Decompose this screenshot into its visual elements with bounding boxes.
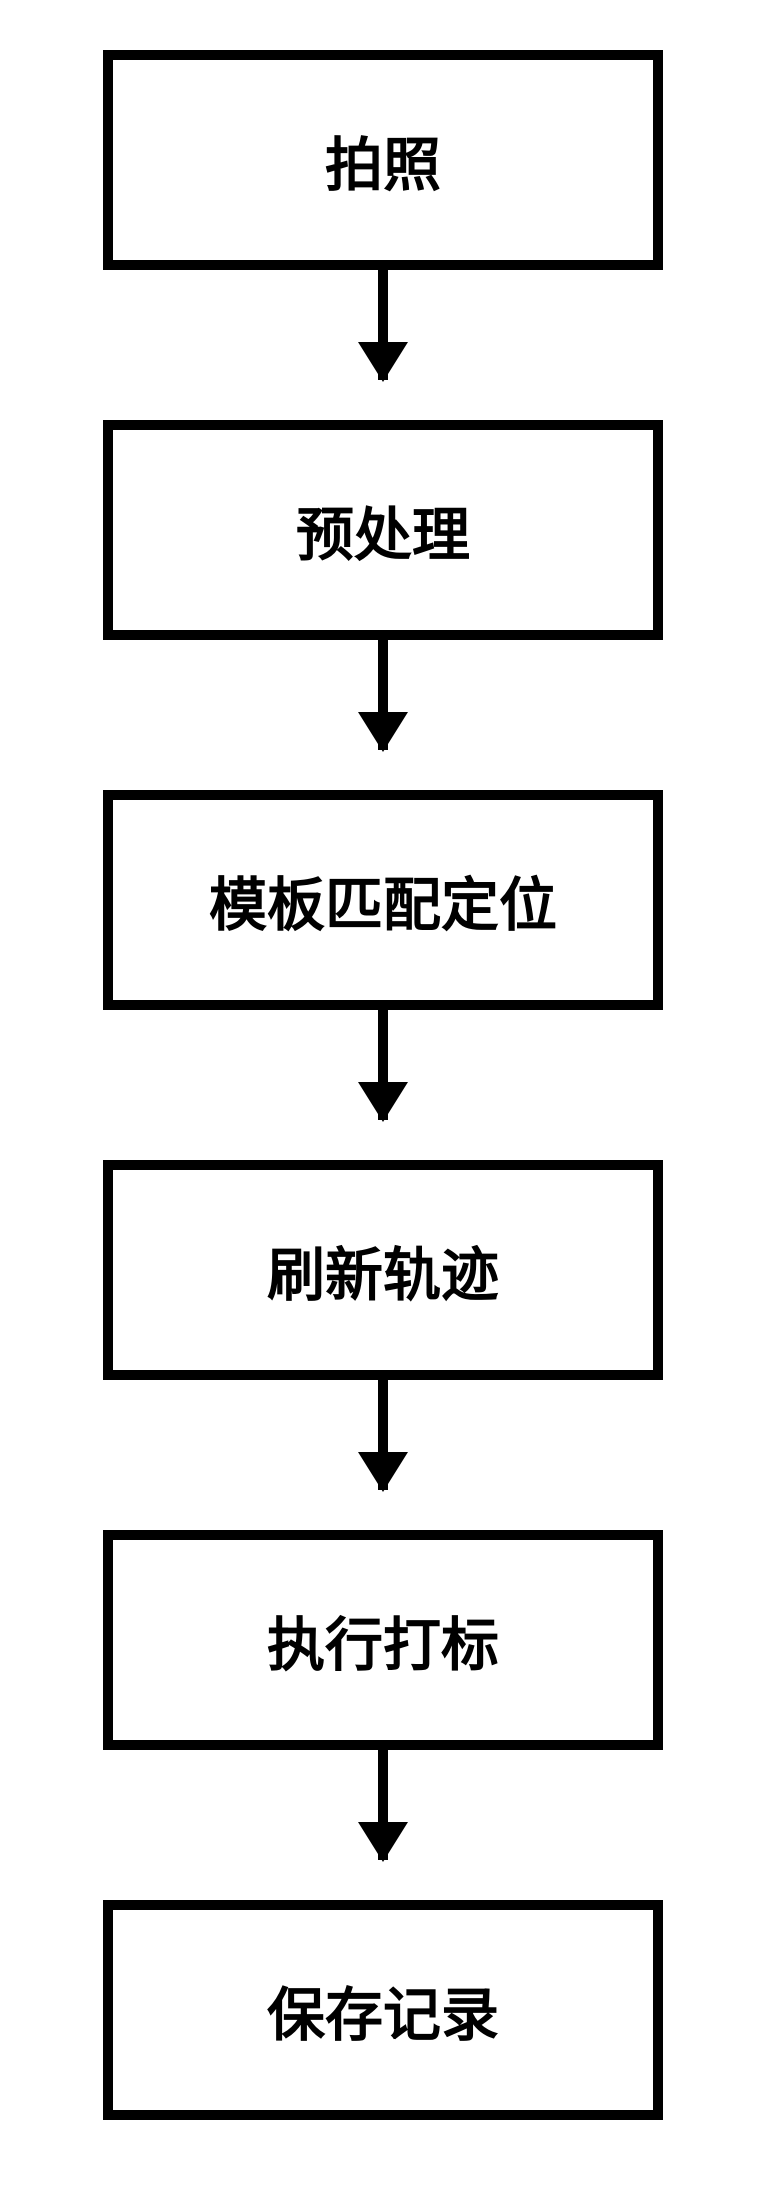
- flowchart-arrow: [378, 1750, 388, 1860]
- flowchart-arrow: [378, 270, 388, 380]
- node-label: 拍照: [325, 118, 441, 202]
- flowchart-node: 执行打标: [103, 1530, 663, 1750]
- flowchart-container: 拍照 预处理 模板匹配定位 刷新轨迹 执行打标 保存记录: [103, 50, 663, 2120]
- node-label: 预处理: [296, 488, 470, 572]
- node-label: 执行打标: [267, 1598, 499, 1682]
- flowchart-arrow: [378, 1010, 388, 1120]
- flowchart-arrow: [378, 640, 388, 750]
- node-label: 刷新轨迹: [267, 1228, 499, 1312]
- flowchart-node: 保存记录: [103, 1900, 663, 2120]
- flowchart-node: 刷新轨迹: [103, 1160, 663, 1380]
- flowchart-node: 拍照: [103, 50, 663, 270]
- node-label: 保存记录: [267, 1968, 499, 2052]
- flowchart-node: 预处理: [103, 420, 663, 640]
- node-label: 模板匹配定位: [209, 858, 557, 942]
- flowchart-arrow: [378, 1380, 388, 1490]
- flowchart-node: 模板匹配定位: [103, 790, 663, 1010]
